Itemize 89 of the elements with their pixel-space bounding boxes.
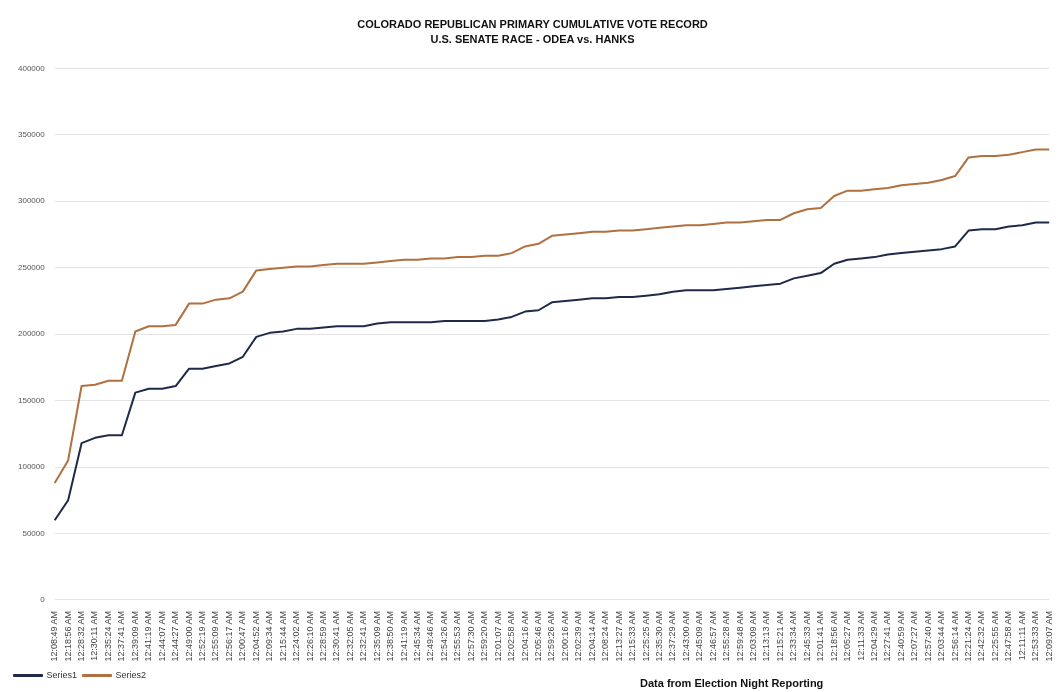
x-tick-label: 12:30:41 AM [331, 610, 342, 662]
y-tick-label: 0 [40, 595, 46, 605]
x-tick-label: 12:28:32 AM [76, 610, 87, 662]
x-tick-label: 12:32:05 AM [344, 610, 355, 662]
x-tick-label: 12:11:11 AM [1016, 610, 1027, 661]
x-tick-label: 12:21:24 AM [963, 610, 974, 662]
x-tick-label: 12:03:44 AM [936, 610, 947, 662]
x-tick-label: 12:07:27 AM [909, 610, 920, 662]
x-tick-label: 12:59:48 AM [734, 610, 745, 662]
x-tick-label: 12:44:27 AM [170, 610, 181, 662]
y-tick-label: 300000 [17, 196, 46, 206]
x-tick-label: 12:55:53 AM [452, 610, 463, 662]
x-tick-label: 12:35:30 AM [653, 610, 664, 662]
x-tick-label: 12:55:09 AM [210, 610, 221, 662]
x-tick-label: 12:26:10 AM [304, 610, 315, 662]
x-tick-label: 12:05:46 AM [532, 610, 543, 662]
x-tick-label: 12:53:33 AM [1030, 610, 1041, 662]
x-tick-label: 12:52:19 AM [197, 610, 208, 662]
x-tick-label: 12:04:52 AM [250, 610, 261, 662]
x-tick-label: 12:11:33 AM [855, 610, 866, 661]
x-tick-label: 12:41:19 AM [143, 610, 154, 662]
x-tick-label: 12:04:16 AM [519, 610, 530, 662]
x-tick-label: 12:35:24 AM [102, 610, 113, 662]
x-tick-label: 12:02:39 AM [573, 610, 584, 662]
y-tick-label: 150000 [17, 395, 46, 405]
x-tick-label: 12:00:16 AM [559, 610, 570, 662]
x-tick-label: 12:13:27 AM [613, 610, 624, 662]
x-tick-label: 12:28:59 AM [317, 610, 328, 662]
x-tick-label: 12:37:29 AM [667, 610, 678, 662]
x-tick-label: 12:41:19 AM [398, 610, 409, 662]
x-tick-label: 12:15:21 AM [774, 610, 785, 662]
x-tick-label: 12:44:07 AM [156, 610, 167, 662]
x-tick-label: 12:38:50 AM [385, 610, 396, 662]
x-tick-label: 12:49:46 AM [425, 610, 436, 662]
x-tick-label: 12:18:56 AM [828, 610, 839, 662]
x-tick-label: 12:01:41 AM [815, 610, 826, 662]
x-tick-label: 12:59:20 AM [479, 610, 490, 662]
x-tick-label: 12:42:32 AM [976, 610, 987, 662]
x-tick-label: 12:40:59 AM [895, 610, 906, 662]
x-tick-label: 12:13:13 AM [761, 610, 772, 662]
legend-label: Series2 [115, 669, 147, 680]
y-tick-label: 400000 [17, 63, 46, 73]
y-tick-label: 350000 [17, 130, 46, 140]
x-tick-label: 12:37:41 AM [116, 610, 127, 662]
x-tick-label: 12:00:47 AM [237, 610, 248, 662]
x-tick-label: 12:30:11 AM [89, 610, 100, 661]
x-tick-label: 12:54:26 AM [438, 610, 449, 662]
x-tick-label: 12:56:17 AM [223, 610, 234, 662]
x-tick-label: 12:18:56 AM [62, 610, 73, 662]
y-tick-label: 100000 [17, 462, 46, 472]
x-tick-label: 12:45:33 AM [801, 610, 812, 662]
x-tick-label: 12:56:14 AM [949, 610, 960, 662]
x-tick-label: 12:59:26 AM [546, 610, 557, 662]
x-tick-label: 12:57:30 AM [465, 610, 476, 662]
x-tick-label: 12:02:58 AM [506, 610, 517, 662]
x-tick-label: 12:35:09 AM [371, 610, 382, 662]
y-tick-label: 200000 [17, 329, 46, 339]
x-tick-label: 12:24:02 AM [291, 610, 302, 662]
x-tick-label: 12:25:25 AM [640, 610, 651, 662]
x-tick-label: 12:49:00 AM [183, 610, 194, 662]
x-tick-label: 12:47:58 AM [1003, 610, 1014, 662]
y-tick-label: 50000 [22, 528, 46, 538]
chart-subtitle: U.S. SENATE RACE - ODEA vs. HANKS [430, 32, 635, 45]
x-tick-label: 12:04:14 AM [586, 610, 597, 662]
x-tick-label: 12:15:44 AM [277, 610, 288, 662]
x-tick-label: 12:09:07 AM [1043, 610, 1054, 662]
chart-title: COLORADO REPUBLICAN PRIMARY CUMULATIVE VOTE RECORD [357, 17, 708, 30]
x-tick-label: 12:55:28 AM [721, 610, 732, 662]
x-tick-label: 12:15:33 AM [627, 610, 638, 662]
x-tick-label: 12:08:24 AM [600, 610, 611, 662]
x-tick-label: 12:01:07 AM [492, 610, 503, 662]
x-tick-label: 12:32:41 AM [358, 610, 369, 662]
x-tick-label: 12:39:09 AM [129, 610, 140, 662]
x-tick-label: 12:03:09 AM [748, 610, 759, 662]
x-tick-label: 12:25:55 AM [989, 610, 1000, 662]
x-tick-label: 12:05:27 AM [842, 610, 853, 662]
x-tick-label: 12:04:29 AM [868, 610, 879, 662]
text: Data from Election Night Reporting [640, 677, 824, 690]
x-tick-label: 12:45:34 AM [412, 610, 423, 662]
x-tick-label: 12:09:34 AM [264, 610, 275, 662]
y-tick-label: 250000 [17, 262, 46, 272]
legend-label: Series1 [46, 669, 78, 680]
x-tick-label: 12:27:41 AM [882, 610, 893, 662]
x-tick-label: 12:45:09 AM [694, 610, 705, 662]
x-tick-label: 12:46:57 AM [707, 610, 718, 662]
x-tick-label: 12:57:40 AM [922, 610, 933, 662]
x-tick-label: 12:33:34 AM [788, 610, 799, 662]
x-tick-label: 12:43:00 AM [680, 610, 691, 662]
x-tick-label: 12:08:49 AM [49, 610, 60, 662]
